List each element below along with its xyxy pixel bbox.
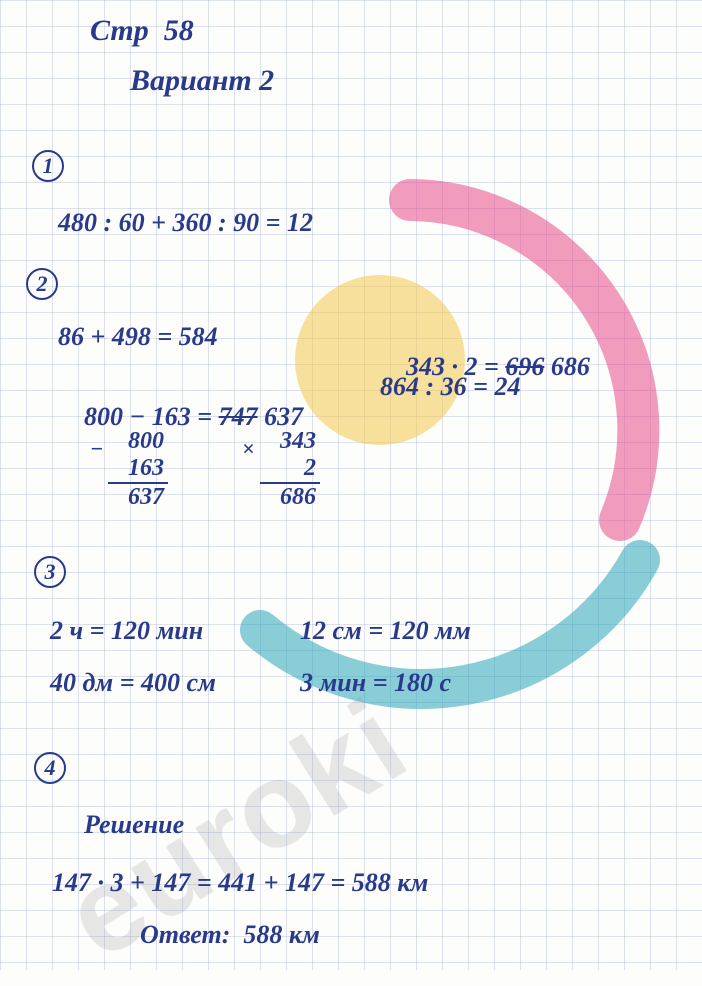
col-mul-mid: 2 xyxy=(260,455,320,482)
col-sub-res: 637 xyxy=(108,482,168,511)
p4-answer: Ответ: 588 км xyxy=(140,920,320,950)
p2-left-2-strike: 747 xyxy=(219,402,258,431)
p2-left-2b: 637 xyxy=(258,402,304,431)
col-mul-res: 686 xyxy=(260,482,320,511)
p4-title: Решение xyxy=(84,810,184,840)
p2-left-2a: 800 − 163 = xyxy=(84,402,219,431)
col-sub-mid: 163 xyxy=(108,455,168,482)
column-multiplication: × 343 2 686 xyxy=(260,428,320,511)
p3-left-1: 2 ч = 120 мин xyxy=(50,616,203,646)
p1-expression: 480 : 60 + 360 : 90 = 12 xyxy=(58,208,313,238)
col-sub-top: 800 xyxy=(108,428,168,455)
p2-right-2: 864 : 36 = 24 xyxy=(380,372,520,402)
p3-right-1: 12 см = 120 мм xyxy=(300,616,471,646)
variant-label: Вариант 2 xyxy=(130,64,274,98)
problem-4-badge: 4 xyxy=(34,752,66,784)
p4-calc: 147 · 3 + 147 = 441 + 147 = 588 км xyxy=(52,868,428,898)
column-subtraction: − 800 163 637 xyxy=(108,428,168,511)
p3-right-2: 3 мин = 180 с xyxy=(300,668,451,698)
problem-4-number: 4 xyxy=(45,757,56,779)
col-mul-top: 343 xyxy=(260,428,320,455)
problem-2-number: 2 xyxy=(37,273,48,295)
p3-left-2: 40 дм = 400 см xyxy=(50,668,216,698)
problem-1-number: 1 xyxy=(43,155,54,177)
problem-3-number: 3 xyxy=(45,561,56,583)
handwritten-content: Стр 58 Вариант 2 1 480 : 60 + 360 : 90 =… xyxy=(0,0,702,970)
col-sub-sign: − xyxy=(90,436,103,462)
problem-1-badge: 1 xyxy=(32,150,64,182)
p2-right-1b: 686 xyxy=(544,352,590,381)
col-mul-sign: × xyxy=(242,436,255,462)
p2-left-1: 86 + 498 = 584 xyxy=(58,322,218,352)
problem-3-badge: 3 xyxy=(34,556,66,588)
problem-2-badge: 2 xyxy=(26,268,58,300)
page-header: Стр 58 xyxy=(90,14,194,48)
